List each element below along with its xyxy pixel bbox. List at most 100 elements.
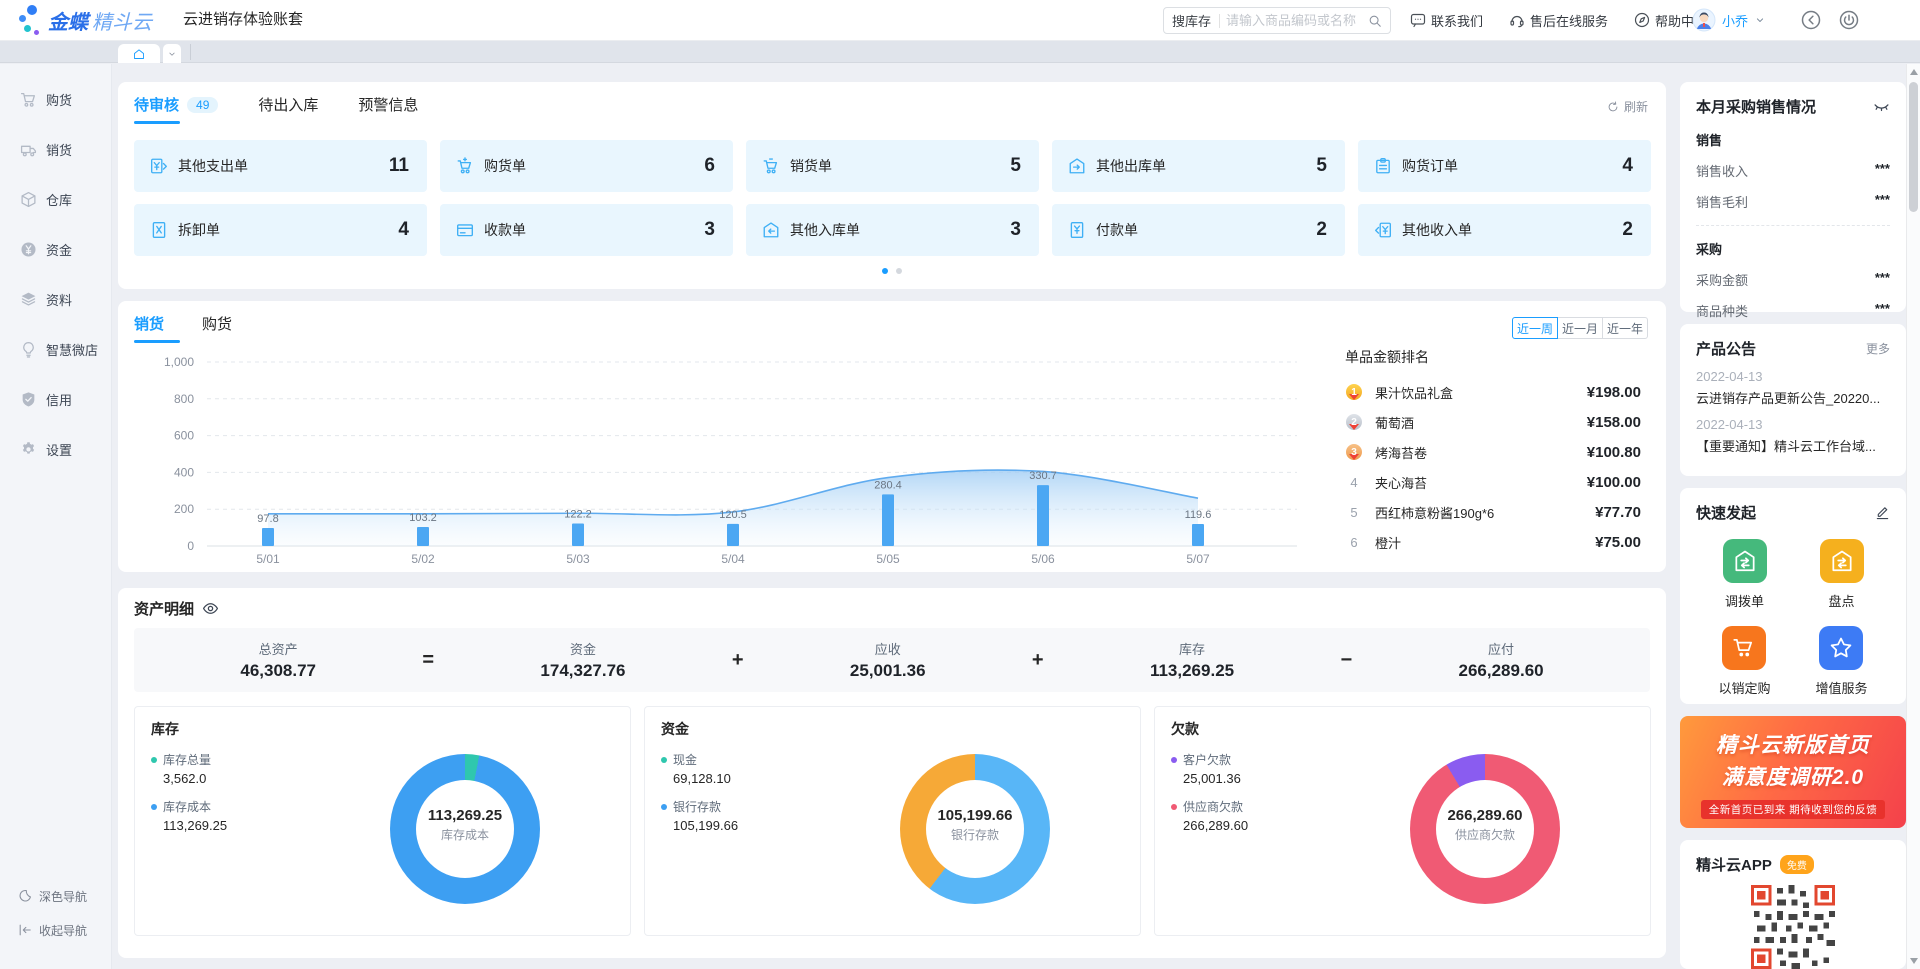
ranking-row-5[interactable]: 5西红柿意粉酱190g*6¥77.70 <box>1345 497 1641 527</box>
trend-tab-1[interactable]: 购货 <box>202 313 232 343</box>
product-amount: ¥158.00 <box>1587 414 1641 431</box>
range-button-2[interactable]: 近一年 <box>1602 317 1648 339</box>
survey-banner[interactable]: 精斗云新版首页 满意度调研2.0 全新首页已到来 期待收到您的反馈 <box>1680 716 1906 828</box>
legend-item: 银行存款105,199.66 <box>661 798 738 833</box>
todo-tab-1[interactable]: 待出入库 <box>258 94 318 124</box>
range-button-1[interactable]: 近一月 <box>1557 317 1603 339</box>
sidebar-toggle-collapse-nav[interactable]: 收起导航 <box>0 913 111 947</box>
svg-text:119.6: 119.6 <box>1185 509 1212 521</box>
month-row: 采购金额*** <box>1696 270 1890 289</box>
pencil-icon[interactable] <box>1875 505 1890 520</box>
scrollbar-thumb[interactable] <box>1909 82 1918 212</box>
tab-dropdown-caret[interactable] <box>163 44 181 63</box>
chevron-down-icon <box>1754 14 1766 26</box>
contact-us-link[interactable]: 联系我们 <box>1410 11 1483 30</box>
summary-label: 总资产 <box>240 639 316 658</box>
logo-text-light: 精斗云 <box>92 6 152 35</box>
logout-button[interactable] <box>1838 9 1860 31</box>
more-link[interactable]: 更多 <box>1866 340 1890 357</box>
home-tab[interactable] <box>118 44 160 63</box>
search-icon[interactable] <box>1368 14 1390 28</box>
quick-actions-card: 快速发起 调拨单盘点以销定购增值服务 <box>1680 488 1906 704</box>
top-header: 金蝶 精斗云 云进销存体验账套 搜库存 联系我们售后在线服务帮助中心 小乔 <box>0 0 1920 41</box>
todo-mini-card-0[interactable]: 其他支出单11 <box>134 140 427 192</box>
todo-mini-card-4[interactable]: 购货订单4 <box>1358 140 1651 192</box>
mini-card-label: 销货单 <box>790 156 832 176</box>
sidebar-item-data[interactable]: 资料 <box>0 274 111 324</box>
todo-mini-card-7[interactable]: 其他入库单3 <box>746 204 1039 256</box>
todo-mini-card-1[interactable]: 购货单6 <box>440 140 733 192</box>
sidebar-item-sales[interactable]: 销货 <box>0 124 111 174</box>
announcement-item-1[interactable]: 2022-04-13【重要通知】精斗云工作台域... <box>1696 417 1890 455</box>
todo-mini-card-3[interactable]: 其他出库单5 <box>1052 140 1345 192</box>
announcement-text: 【重要通知】精斗云工作台域... <box>1696 436 1890 455</box>
doc-expense-icon <box>150 157 168 175</box>
sidebar-item-credit[interactable]: 信用 <box>0 374 111 424</box>
summary-资金: 资金174,327.76 <box>540 639 625 681</box>
user-menu[interactable]: 小乔 <box>1692 0 1766 40</box>
todo-mini-card-8[interactable]: 付款单2 <box>1052 204 1345 256</box>
sidebar-item-funds[interactable]: 资金 <box>0 224 111 274</box>
month-section-heading: 采购 <box>1696 239 1890 258</box>
month-row-value: *** <box>1875 161 1890 180</box>
back-button[interactable] <box>1800 9 1822 31</box>
mini-card-count: 6 <box>704 155 715 177</box>
eye-closed-icon[interactable] <box>1873 98 1890 115</box>
quick-action-purchase-by-sales[interactable]: 以销定购 <box>1718 626 1770 697</box>
scroll-up-arrow[interactable] <box>1910 69 1918 75</box>
gear-icon <box>20 441 37 458</box>
trend-tab-0[interactable]: 销货 <box>134 313 164 343</box>
legend-value: 105,199.66 <box>673 818 738 833</box>
sidebar-item-warehouse[interactable]: 仓库 <box>0 174 111 224</box>
ranking-row-3[interactable]: 3烤海苔卷¥100.80 <box>1345 437 1641 467</box>
summary-label: 库存 <box>1150 639 1234 658</box>
announcements-card: 产品公告 更多 2022-04-13云进销存产品更新公告_20220...202… <box>1680 324 1906 476</box>
summary-operator: + <box>1032 649 1044 672</box>
svg-text:1,000: 1,000 <box>164 355 194 369</box>
search-input[interactable] <box>1220 13 1368 28</box>
app-card: 精斗云APP 免费 <box>1680 840 1906 969</box>
legend-dot-icon <box>151 757 157 763</box>
banner-line2: 满意度调研2.0 <box>1680 761 1906 791</box>
scrollbar[interactable] <box>1906 64 1920 969</box>
ranking-row-1[interactable]: 1果汁饮品礼盒¥198.00 <box>1345 377 1641 407</box>
collapse-icon <box>18 923 32 937</box>
eye-icon[interactable] <box>202 600 219 617</box>
ranking-row-4[interactable]: 4夹心海苔¥100.00 <box>1345 467 1641 497</box>
summary-应付: 应付266,289.60 <box>1459 639 1544 681</box>
ranking-row-2[interactable]: 2葡萄酒¥158.00 <box>1345 407 1641 437</box>
carousel-dot-0[interactable] <box>882 268 888 274</box>
range-button-0[interactable]: 近一周 <box>1512 317 1558 339</box>
legend-item: 库存成本113,269.25 <box>151 798 227 833</box>
doc-pay-icon <box>1068 221 1086 239</box>
todo-mini-card-9[interactable]: 其他收入单2 <box>1358 204 1651 256</box>
sidebar-item-smart-store[interactable]: 智慧微店 <box>0 324 111 374</box>
inventory-search-box[interactable]: 搜库存 <box>1163 7 1391 34</box>
svg-text:5/02: 5/02 <box>411 552 435 566</box>
summary-label: 应收 <box>850 639 926 658</box>
quick-action-stocktake[interactable]: 盘点 <box>1820 539 1864 610</box>
donut-center-value: 105,199.66 <box>900 807 1050 824</box>
search-scope-label[interactable]: 搜库存 <box>1164 11 1219 30</box>
donut-center-label: 供应商欠款 <box>1410 826 1560 843</box>
announcement-item-0[interactable]: 2022-04-13云进销存产品更新公告_20220... <box>1696 369 1890 407</box>
sidebar-toggle-dark-nav[interactable]: 深色导航 <box>0 879 111 913</box>
cube-icon <box>20 191 37 208</box>
todo-tab-2[interactable]: 预警信息 <box>358 94 418 124</box>
quick-action-transfer-order[interactable]: 调拨单 <box>1723 539 1767 610</box>
ranking-row-6[interactable]: 6橙汁¥75.00 <box>1345 527 1641 557</box>
sidebar-item-settings[interactable]: 设置 <box>0 424 111 474</box>
after-sales-service-link[interactable]: 售后在线服务 <box>1509 11 1608 30</box>
chat-icon <box>1410 12 1426 28</box>
trend-tab-label: 购货 <box>202 313 232 334</box>
quick-action-value-added-service[interactable]: 增值服务 <box>1815 626 1867 697</box>
brand-logo[interactable]: 金蝶 精斗云 <box>16 0 152 40</box>
scroll-down-arrow[interactable] <box>1910 958 1918 964</box>
sidebar-item-purchase[interactable]: 购货 <box>0 74 111 124</box>
refresh-button[interactable]: 刷新 <box>1607 98 1648 115</box>
todo-tab-0[interactable]: 待审核49 <box>134 94 218 124</box>
todo-mini-card-5[interactable]: 拆卸单4 <box>134 204 427 256</box>
todo-mini-card-2[interactable]: 销货单5 <box>746 140 1039 192</box>
todo-mini-card-6[interactable]: 收款单3 <box>440 204 733 256</box>
carousel-dot-1[interactable] <box>896 268 902 274</box>
